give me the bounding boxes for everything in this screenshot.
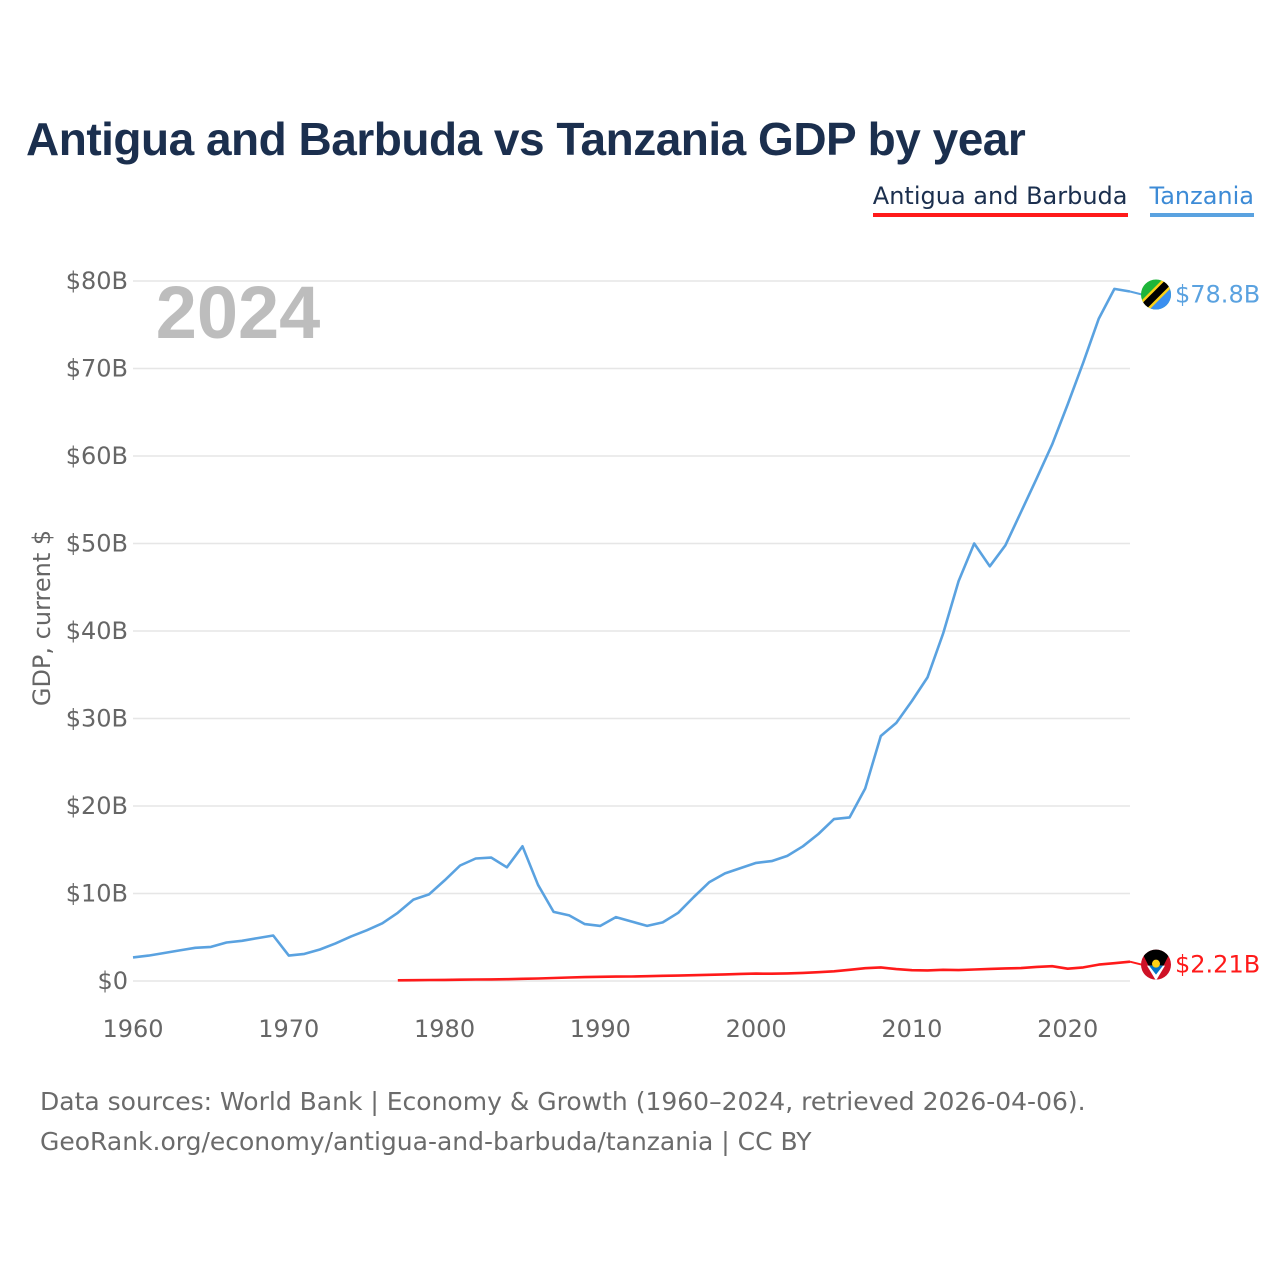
end-connector (1129, 290, 1143, 296)
grid-lines (133, 280, 1130, 982)
series-line-tanzania (132, 287, 1131, 959)
y-axis-ticks: $0 $10B $20B $30B $40B $50B $60B $70B $80B (66, 267, 128, 995)
y-tick-label: $40B (66, 617, 128, 645)
source-url-line[interactable]: GeoRank.org/economy/antigua-and-barbuda/… (40, 1127, 812, 1156)
y-tick-label: $70B (66, 355, 128, 383)
series-line-antigua-and-barbuda (397, 960, 1131, 982)
x-tick-label: 1990 (570, 1015, 631, 1043)
x-tick-label: 1960 (102, 1015, 163, 1043)
data-source-line: Data sources: World Bank | Economy & Gro… (40, 1087, 1086, 1116)
legend: Antigua and Barbuda Tanzania (872, 182, 1254, 217)
series-lines (132, 287, 1131, 982)
y-tick-label: $0 (97, 967, 128, 995)
y-tick-label: $80B (66, 267, 128, 295)
y-tick-label: $60B (66, 442, 128, 470)
series-end-markers: $78.8B $2.21B (1129, 279, 1260, 980)
chart-title: Antigua and Barbuda vs Tanzania GDP by y… (26, 113, 1026, 165)
x-tick-label: 1980 (414, 1015, 475, 1043)
legend-item-antigua-and-barbuda[interactable]: Antigua and Barbuda (872, 182, 1128, 217)
x-axis-ticks: 1960 1970 1980 1990 2000 2010 2020 (102, 1015, 1098, 1043)
y-axis-label: GDP, current $ (28, 530, 56, 706)
legend-item-tanzania[interactable]: Tanzania (1149, 182, 1254, 217)
y-tick-label: $10B (66, 880, 128, 908)
y-tick-label: $20B (66, 792, 128, 820)
x-tick-label: 2020 (1037, 1015, 1098, 1043)
y-tick-label: $30B (66, 705, 128, 733)
end-connector (1129, 960, 1143, 966)
tanzania-flag-icon (1141, 279, 1171, 310)
end-value-label-antigua-and-barbuda: $2.21B (1175, 951, 1260, 979)
current-year-label: 2024 (156, 271, 321, 354)
y-tick-label: $50B (66, 530, 128, 558)
x-tick-label: 2000 (726, 1015, 787, 1043)
end-value-label-tanzania: $78.8B (1175, 281, 1260, 309)
footer: Data sources: World Bank | Economy & Gro… (40, 1082, 1086, 1162)
antigua-flag-icon (1141, 949, 1171, 980)
x-tick-label: 1970 (258, 1015, 319, 1043)
x-tick-label: 2010 (881, 1015, 942, 1043)
